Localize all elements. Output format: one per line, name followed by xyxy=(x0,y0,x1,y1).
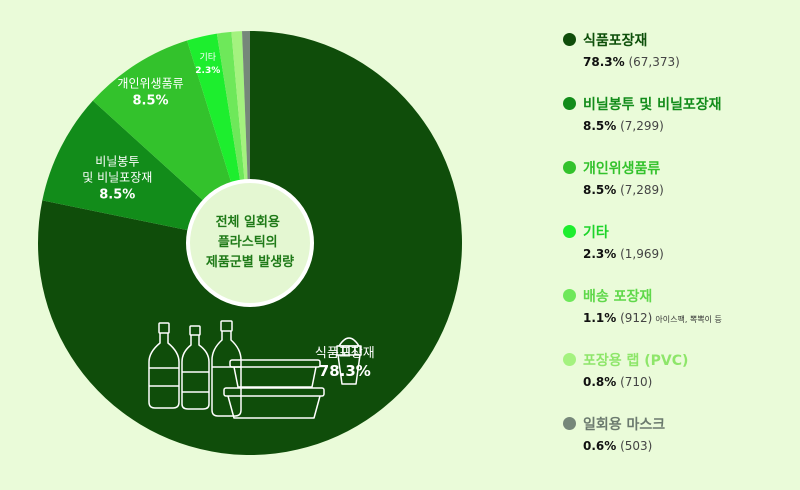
chart-title: 전체 일회용 플라스틱의 제품군별 발생량 xyxy=(206,214,294,270)
legend-count: (503) xyxy=(616,439,653,453)
legend-label: 기타 xyxy=(583,225,609,241)
legend-percent: 0.8% xyxy=(583,375,617,389)
food-container-icon xyxy=(223,387,325,419)
legend-value: 8.5% (7,299) xyxy=(583,119,664,133)
legend-value: 2.3% (1,969) xyxy=(583,247,664,261)
legend-dot xyxy=(563,97,576,110)
legend-label: 배송 포장재 xyxy=(583,289,653,305)
legend-count: (67,373) xyxy=(624,55,680,69)
legend-value: 0.6% (503) xyxy=(583,439,652,453)
slice-label-name: 비닐봉투 xyxy=(95,155,139,169)
legend-count: (710) xyxy=(616,375,653,389)
legend-dot xyxy=(563,289,576,302)
chart-title-line-2: 플라스틱의 xyxy=(218,234,278,250)
legend-dot xyxy=(563,33,576,46)
legend-dot xyxy=(563,353,576,366)
legend-percent: 8.5% xyxy=(583,119,617,133)
legend-percent: 8.5% xyxy=(583,183,617,197)
slice-label-name: 기타 xyxy=(199,52,216,63)
food-container-icon xyxy=(229,359,321,388)
legend-dot xyxy=(563,417,576,430)
bottle-icon xyxy=(211,320,242,417)
slice-label-name: 식품포장재 xyxy=(315,346,375,361)
legend-value: 0.8% (710) xyxy=(583,375,652,389)
legend-label: 개인위생품류 xyxy=(583,161,661,177)
slice-label-value: 78.3% xyxy=(319,362,371,380)
legend-percent: 2.3% xyxy=(583,247,617,261)
legend-label: 일회용 마스크 xyxy=(583,417,666,433)
slice-label-2: 개인위생품류 8.5% xyxy=(117,77,183,109)
pie-slice-2 xyxy=(92,40,250,244)
slice-label-name: 및 비닐포장재 xyxy=(82,171,152,185)
legend-percent: 1.1% xyxy=(583,311,617,325)
chart-title-line-3: 제품군별 발생량 xyxy=(206,254,294,270)
legend-percent: 0.6% xyxy=(583,439,617,453)
legend-note: 아이스팩, 뽁뽁이 등 xyxy=(655,315,722,324)
plastic-icons xyxy=(148,320,362,419)
cup-icon xyxy=(336,337,362,385)
slice-label-value: 8.5% xyxy=(133,94,169,109)
center-circle xyxy=(186,179,314,307)
chart-title-line-1: 전체 일회용 xyxy=(216,214,280,230)
slice-label-value: 2.3% xyxy=(195,66,220,76)
legend-label: 비닐봉투 및 비닐포장재 xyxy=(583,97,722,113)
slice-label-3: 기타 2.3% xyxy=(195,52,220,76)
legend-dot xyxy=(563,161,576,174)
legend-value: 8.5% (7,289) xyxy=(583,183,664,197)
legend-dot xyxy=(563,225,576,238)
legend-label: 포장용 랩 (PVC) xyxy=(583,353,689,369)
bottle-icon xyxy=(148,322,180,409)
legend-percent: 78.3% xyxy=(583,55,625,69)
legend-label: 식품포장재 xyxy=(583,33,648,49)
legend-count: (912) xyxy=(616,311,653,325)
slice-label-value: 8.5% xyxy=(99,188,135,203)
slice-label-0: 식품포장재 78.3% xyxy=(315,346,375,380)
slice-label-name: 개인위생품류 xyxy=(117,77,183,91)
legend-count: (1,969) xyxy=(616,247,664,261)
legend-count: (7,289) xyxy=(616,183,664,197)
legend-count: (7,299) xyxy=(616,119,664,133)
legend-value: 78.3% (67,373) xyxy=(583,55,680,69)
legend-value: 1.1% (912) 아이스팩, 뽁뽁이 등 xyxy=(583,311,722,325)
bottle-icon xyxy=(181,325,210,410)
